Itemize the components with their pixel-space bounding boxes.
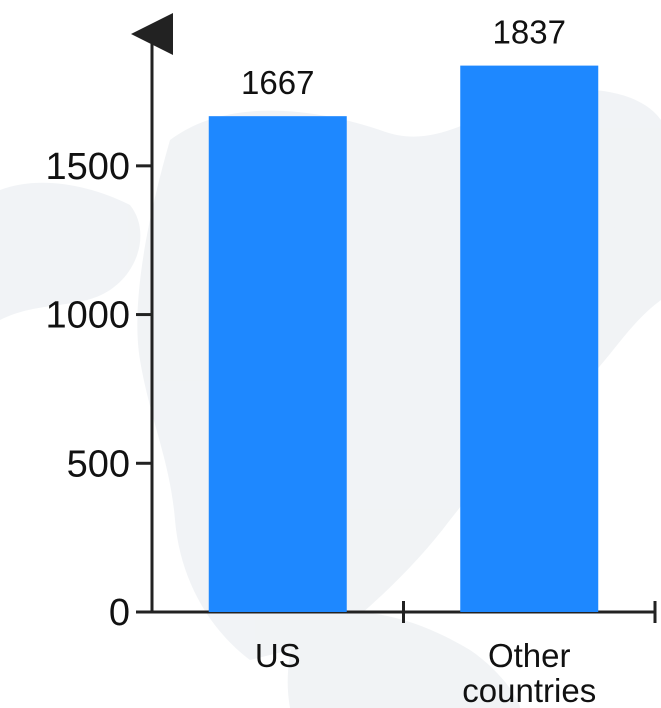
bar-us [208, 116, 347, 612]
data-label: 1667 [241, 64, 314, 101]
category-label: countries [462, 672, 596, 708]
y-tick-label: 1500 [45, 146, 130, 188]
data-label: 1837 [493, 14, 566, 51]
category-label: Other [488, 637, 571, 674]
category-label: US [255, 637, 301, 674]
data-labels: 1667 1837 [241, 14, 566, 102]
y-tick-label: 500 [67, 443, 130, 485]
bar-other-countries [460, 65, 599, 613]
y-tick-label: 1000 [45, 295, 130, 337]
y-tick-label: 0 [109, 592, 130, 634]
y-ticks: 0 500 1000 1500 [45, 146, 152, 634]
bars [208, 65, 599, 613]
